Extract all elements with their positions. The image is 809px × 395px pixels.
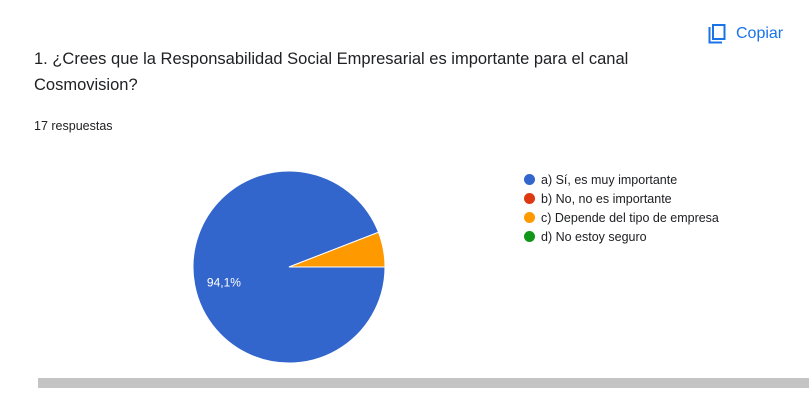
legend-swatch-3: [524, 231, 535, 242]
question-title: 1. ¿Crees que la Responsabilidad Social …: [34, 50, 629, 94]
legend-item-0: a) Sí, es muy importante: [524, 170, 719, 189]
legend-label-3: d) No estoy seguro: [541, 229, 647, 244]
legend-label-1: b) No, no es importante: [541, 191, 672, 206]
chart-legend: a) Sí, es muy importante b) No, no es imp…: [524, 170, 719, 246]
legend-item-3: d) No estoy seguro: [524, 227, 719, 246]
pie-slice-2: [288, 231, 386, 268]
responses-count: 17 respuestas: [34, 119, 113, 133]
copy-icon: [708, 24, 726, 44]
copy-button[interactable]: Copiar: [708, 24, 783, 44]
legend-swatch-1: [524, 193, 535, 204]
legend-label-2: c) Depende del tipo de empresa: [541, 210, 719, 225]
legend-label-0: a) Sí, es muy importante: [541, 172, 678, 187]
legend-item-2: c) Depende del tipo de empresa: [524, 208, 719, 227]
pie-data-label-0: 94,1%: [207, 275, 241, 289]
legend-swatch-2: [524, 212, 535, 223]
legend-swatch-0: [524, 174, 535, 185]
legend-item-1: b) No, no es importante: [524, 189, 719, 208]
horizontal-scrollbar[interactable]: [38, 378, 809, 388]
copy-label: Copiar: [736, 25, 784, 42]
